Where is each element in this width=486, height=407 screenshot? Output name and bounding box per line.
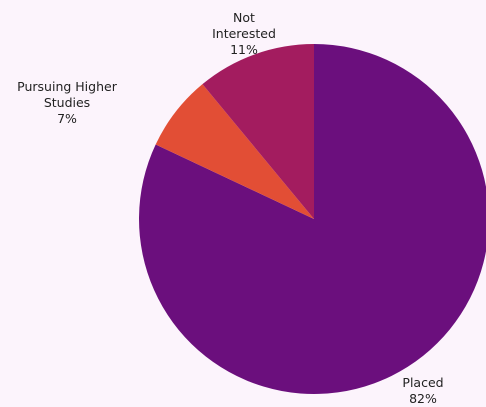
pie-label-pursuing-higher-studies: Pursuing Higher Studies 7%: [17, 79, 118, 126]
pie-slices: [139, 44, 486, 394]
pie-slice-not-interested: [202, 44, 314, 219]
pie-labels: Placed 82% Pursuing Higher Studies 7% Not Inte…: [17, 10, 443, 406]
pie-label-placed: Placed 82%: [402, 375, 443, 406]
pie-slice-placed: [139, 44, 486, 394]
pie-label-not-interested: Not Interested 11%: [212, 10, 276, 57]
pie-slice-pursuing-higher-studies: [155, 84, 314, 219]
